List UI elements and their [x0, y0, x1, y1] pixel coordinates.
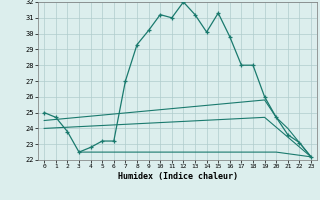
X-axis label: Humidex (Indice chaleur): Humidex (Indice chaleur)	[118, 172, 238, 181]
